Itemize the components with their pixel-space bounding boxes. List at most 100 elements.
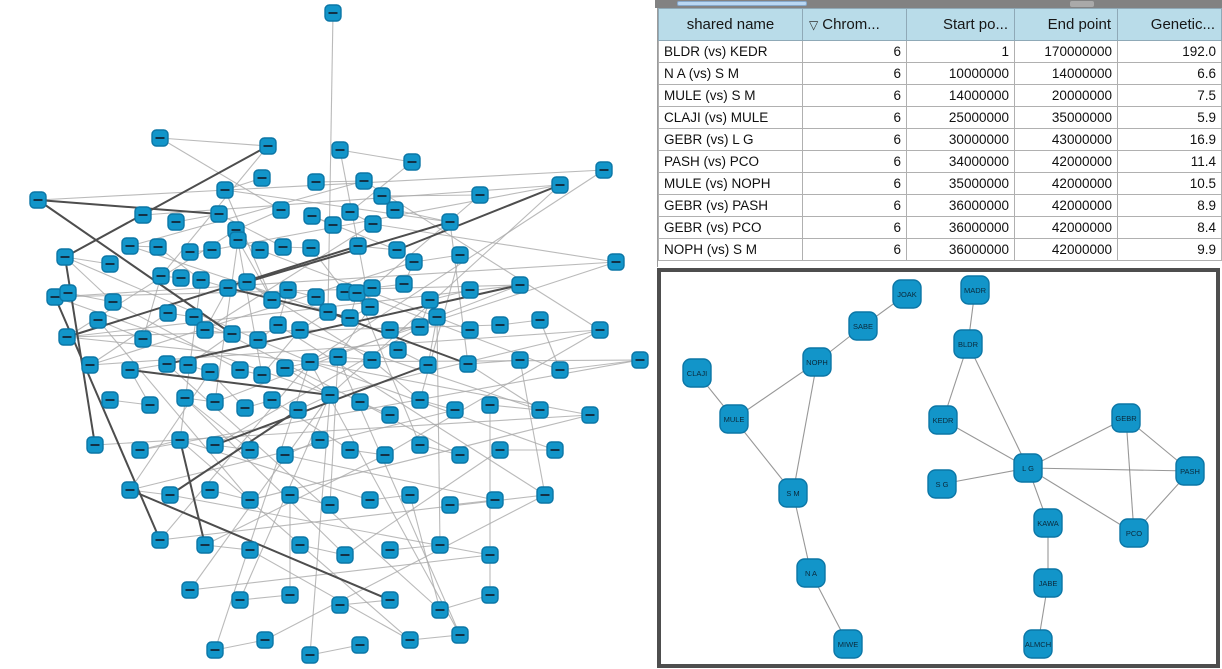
table-cell[interactable]: 10000000	[906, 62, 1015, 85]
network-node[interactable]	[927, 469, 957, 499]
table-row[interactable]: PASH (vs) PCO 6 34000000 42000000 11.4	[658, 150, 1222, 173]
network-node[interactable]	[833, 629, 863, 659]
table-cell[interactable]: 6	[802, 128, 907, 151]
overview-network-canvas[interactable]	[0, 0, 655, 669]
table-cell[interactable]: 35000000	[1014, 106, 1118, 129]
table-cell[interactable]: 20000000	[1014, 84, 1118, 107]
network-edge	[184, 397, 346, 556]
table-cell[interactable]: 9.9	[1117, 238, 1222, 261]
column-header-start-position[interactable]: Start po...	[906, 8, 1015, 41]
table-cell[interactable]: PASH (vs) PCO	[658, 150, 803, 173]
table-cell[interactable]: 6	[802, 84, 907, 107]
column-header-end-point[interactable]: End point	[1014, 8, 1118, 41]
network-node[interactable]	[892, 279, 922, 309]
network-node[interactable]	[1119, 518, 1149, 548]
network-node[interactable]	[719, 404, 749, 434]
table-cell[interactable]: NOPH (vs) S M	[658, 238, 803, 261]
table-cell[interactable]: BLDR (vs) KEDR	[658, 40, 803, 63]
filtered-network-canvas[interactable]: JOAK SABE NOPH CLAJI MULE S M N A MIWE MADR BLDR K…	[661, 272, 1216, 664]
network-node[interactable]	[796, 558, 826, 588]
table-cell[interactable]: 11.4	[1117, 150, 1222, 173]
scrollbar-thumb[interactable]	[677, 1, 807, 6]
table-cell[interactable]: 14000000	[1014, 62, 1118, 85]
table-cell[interactable]: 6	[802, 150, 907, 173]
table-cell[interactable]: 10.5	[1117, 172, 1222, 195]
network-edge	[159, 494, 546, 541]
network-edge	[89, 261, 415, 366]
table-cell[interactable]: 6	[802, 40, 907, 63]
filter-icon[interactable]: ▽	[809, 18, 819, 32]
table-cell[interactable]: 7.5	[1117, 84, 1222, 107]
table-row[interactable]: N A (vs) S M 6 10000000 14000000 6.6	[658, 62, 1222, 85]
table-cell[interactable]: 34000000	[906, 150, 1015, 173]
network-node[interactable]	[1013, 453, 1043, 483]
table-cell[interactable]: CLAJI (vs) MULE	[658, 106, 803, 129]
table-row[interactable]: GEBR (vs) L G 6 30000000 43000000 16.9	[658, 128, 1222, 151]
table-cell[interactable]: 16.9	[1117, 128, 1222, 151]
network-node[interactable]	[848, 311, 878, 341]
table-cell[interactable]: 6	[802, 216, 907, 239]
table-cell[interactable]: MULE (vs) S M	[658, 84, 803, 107]
table-cell[interactable]: 42000000	[1014, 194, 1118, 217]
horizontal-scrollbar[interactable]	[655, 0, 1222, 8]
network-node[interactable]	[778, 478, 808, 508]
table-cell[interactable]: N A (vs) S M	[658, 62, 803, 85]
network-node[interactable]	[960, 275, 990, 305]
network-node[interactable]	[682, 358, 712, 388]
table-cell[interactable]: GEBR (vs) L G	[658, 128, 803, 151]
table-row[interactable]: NOPH (vs) S M 6 36000000 42000000 9.9	[658, 238, 1222, 261]
table-row[interactable]: BLDR (vs) KEDR 6 1 170000000 192.0	[658, 40, 1222, 63]
network-node[interactable]	[953, 329, 983, 359]
table-cell[interactable]: 42000000	[1014, 172, 1118, 195]
table-cell[interactable]: 6.6	[1117, 62, 1222, 85]
column-header-chromosome[interactable]: ▽ Chrom...	[802, 8, 907, 41]
table-cell[interactable]: 192.0	[1117, 40, 1222, 63]
table-cell[interactable]: 8.9	[1117, 194, 1222, 217]
network-node[interactable]	[802, 347, 832, 377]
table-cell[interactable]: 42000000	[1014, 216, 1118, 239]
network-node[interactable]	[1111, 403, 1141, 433]
network-edge	[359, 401, 461, 456]
column-header-shared-name[interactable]: shared name	[658, 8, 803, 41]
table-cell[interactable]: 8.4	[1117, 216, 1222, 239]
table-cell[interactable]: GEBR (vs) PASH	[658, 194, 803, 217]
network-node-label: S M	[786, 489, 799, 498]
table-row[interactable]: GEBR (vs) PASH 6 36000000 42000000 8.9	[658, 194, 1222, 217]
table-row[interactable]: MULE (vs) S M 6 14000000 20000000 7.5	[658, 84, 1222, 107]
table-cell[interactable]: 42000000	[1014, 238, 1118, 261]
table-cell[interactable]: GEBR (vs) PCO	[658, 216, 803, 239]
network-node[interactable]	[1033, 508, 1063, 538]
table-cell[interactable]: 6	[802, 172, 907, 195]
scrollbar-piece[interactable]	[1070, 1, 1094, 7]
column-header-genetic-distance[interactable]: Genetic...	[1117, 8, 1222, 41]
table-cell[interactable]: 35000000	[906, 172, 1015, 195]
table-cell[interactable]: 36000000	[906, 194, 1015, 217]
table-row[interactable]: CLAJI (vs) MULE 6 25000000 35000000 5.9	[658, 106, 1222, 129]
network-node[interactable]	[1033, 568, 1063, 598]
network-edge	[419, 254, 461, 401]
network-node-label: NOPH	[806, 358, 828, 367]
network-edge	[1027, 467, 1135, 534]
network-node[interactable]	[928, 405, 958, 435]
table-cell[interactable]: 170000000	[1014, 40, 1118, 63]
table-cell[interactable]: 6	[802, 238, 907, 261]
table-cell[interactable]: 36000000	[906, 216, 1015, 239]
table-cell[interactable]: 14000000	[906, 84, 1015, 107]
overview-network-panel[interactable]	[0, 0, 655, 669]
table-cell[interactable]: 25000000	[906, 106, 1015, 129]
network-edge	[235, 229, 263, 376]
table-cell[interactable]: 42000000	[1014, 150, 1118, 173]
table-cell[interactable]: 30000000	[906, 128, 1015, 151]
table-cell[interactable]: 6	[802, 194, 907, 217]
table-row[interactable]: GEBR (vs) PCO 6 36000000 42000000 8.4	[658, 216, 1222, 239]
table-cell[interactable]: 1	[906, 40, 1015, 63]
table-row[interactable]: MULE (vs) NOPH 6 35000000 42000000 10.5	[658, 172, 1222, 195]
table-cell[interactable]: 36000000	[906, 238, 1015, 261]
table-cell[interactable]: MULE (vs) NOPH	[658, 172, 803, 195]
table-cell[interactable]: 5.9	[1117, 106, 1222, 129]
network-node[interactable]	[1175, 456, 1205, 486]
table-cell[interactable]: 43000000	[1014, 128, 1118, 151]
table-cell[interactable]: 6	[802, 62, 907, 85]
network-node[interactable]	[1023, 629, 1053, 659]
table-cell[interactable]: 6	[802, 106, 907, 129]
